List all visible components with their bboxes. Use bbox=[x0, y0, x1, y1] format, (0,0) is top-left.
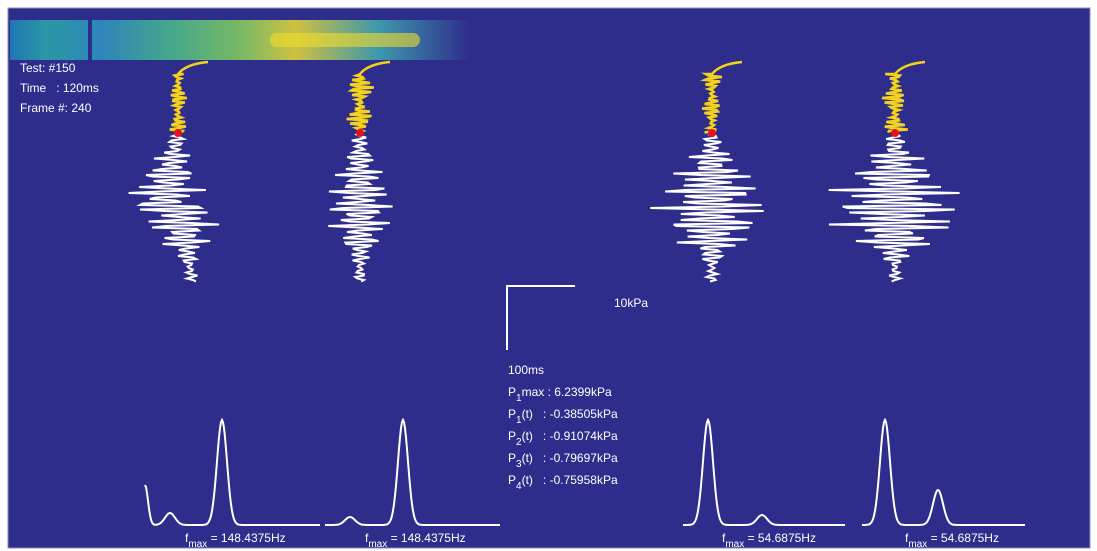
symbol: P bbox=[508, 429, 516, 443]
marker bbox=[174, 129, 182, 137]
info-text: Test: #150 bbox=[20, 61, 76, 75]
symbol: P bbox=[508, 385, 516, 399]
rest: max : 6.2399kPa bbox=[522, 385, 612, 399]
subscript: max bbox=[188, 539, 207, 550]
subscript: max bbox=[908, 539, 927, 550]
marker bbox=[356, 129, 364, 137]
rest: = 148.4375Hz bbox=[387, 531, 465, 545]
rest: (t) : -0.75958kPa bbox=[522, 473, 618, 487]
subscript: max bbox=[368, 539, 387, 550]
symbol: P bbox=[508, 473, 516, 487]
info-text: Frame #: 240 bbox=[20, 101, 92, 115]
rest: (t) : -0.38505kPa bbox=[522, 407, 618, 421]
subscript: max bbox=[725, 539, 744, 550]
marker bbox=[708, 129, 716, 137]
scale-pressure: 10kPa bbox=[614, 296, 648, 310]
plot-area bbox=[8, 8, 1090, 548]
info-text: Time : 120ms bbox=[20, 81, 99, 95]
rest: = 148.4375Hz bbox=[207, 531, 285, 545]
rest: (t) : -0.91074kPa bbox=[522, 429, 618, 443]
marker bbox=[891, 129, 899, 137]
symbol: P bbox=[508, 407, 516, 421]
rest: = 54.6875Hz bbox=[744, 531, 816, 545]
symbol: P bbox=[508, 451, 516, 465]
rest: = 54.6875Hz bbox=[927, 531, 999, 545]
figure: Test: #150 Time : 120ms Frame #: 240 10k… bbox=[0, 0, 1097, 551]
spectrogram-hot bbox=[270, 33, 420, 47]
scale-time: 100ms bbox=[508, 363, 544, 377]
rest: (t) : -0.79697kPa bbox=[522, 451, 618, 465]
